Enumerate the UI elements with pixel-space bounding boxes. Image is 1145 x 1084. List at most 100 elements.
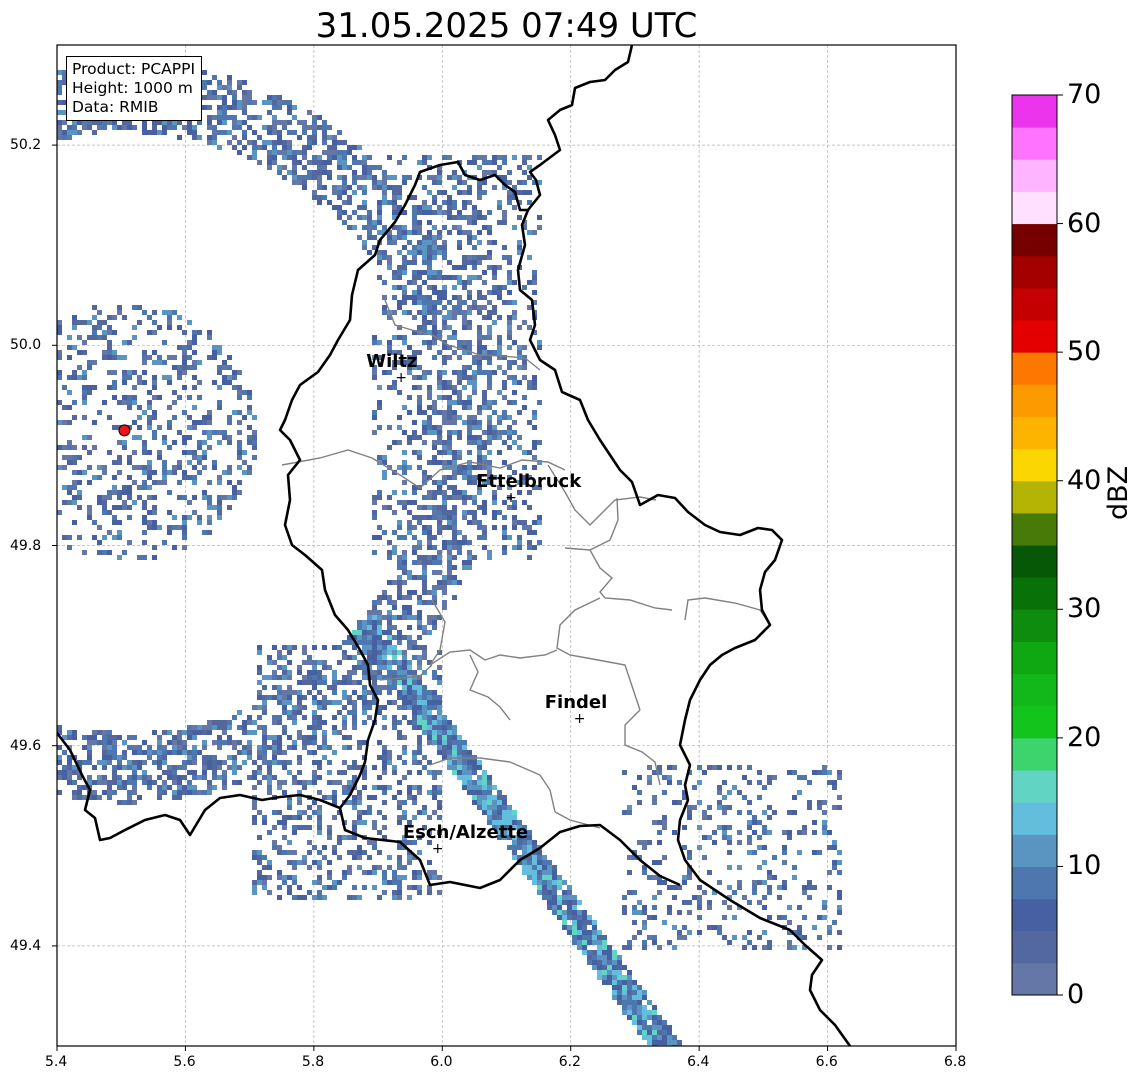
echo-cell — [127, 125, 132, 130]
echo-cell — [582, 910, 587, 915]
echo-cell — [442, 465, 447, 470]
echo-cell — [272, 825, 277, 830]
echo-cell — [202, 70, 207, 75]
echo-cell — [232, 410, 237, 415]
echo-cell — [422, 470, 427, 475]
echo-cell — [392, 765, 397, 770]
echo-cell — [182, 535, 187, 540]
echo-cell — [442, 320, 447, 325]
echo-cell — [467, 760, 472, 765]
echo-cell — [427, 220, 432, 225]
echo-cell — [337, 210, 342, 215]
echo-cell — [687, 815, 692, 820]
echo-cell — [102, 495, 107, 500]
echo-cell — [682, 880, 687, 885]
echo-cell — [297, 815, 302, 820]
echo-cell — [472, 475, 477, 480]
echo-cell — [412, 785, 417, 790]
echo-cell — [482, 440, 487, 445]
echo-cell — [487, 385, 492, 390]
echo-cell — [427, 695, 432, 700]
echo-cell — [382, 660, 387, 665]
echo-cell — [702, 810, 707, 815]
echo-cell — [522, 365, 527, 370]
echo-cell — [297, 175, 302, 180]
echo-cell — [87, 740, 92, 745]
echo-cell — [282, 140, 287, 145]
echo-cell — [512, 515, 517, 520]
echo-cell — [397, 670, 402, 675]
echo-cell — [832, 840, 837, 845]
echo-cell — [357, 660, 362, 665]
echo-cell — [247, 740, 252, 745]
echo-cell — [262, 820, 267, 825]
echo-cell — [152, 415, 157, 420]
echo-cell — [487, 315, 492, 320]
echo-cell — [482, 430, 487, 435]
echo-cell — [422, 505, 427, 510]
echo-cell — [647, 1025, 652, 1030]
echo-cell — [162, 375, 167, 380]
echo-cell — [92, 335, 97, 340]
echo-cell — [392, 725, 397, 730]
echo-cell — [222, 760, 227, 765]
echo-cell — [482, 225, 487, 230]
echo-cell — [582, 925, 587, 930]
echo-cell — [522, 830, 527, 835]
echo-cell — [402, 480, 407, 485]
echo-cell — [142, 520, 147, 525]
echo-cell — [472, 390, 477, 395]
echo-cell — [437, 425, 442, 430]
echo-cell — [297, 735, 302, 740]
echo-cell — [462, 315, 467, 320]
echo-cell — [812, 925, 817, 930]
echo-cell — [272, 660, 277, 665]
echo-cell — [477, 305, 482, 310]
echo-cell — [787, 940, 792, 945]
echo-cell — [177, 375, 182, 380]
echo-cell — [457, 180, 462, 185]
echo-cell — [442, 440, 447, 445]
echo-cell — [462, 280, 467, 285]
echo-cell — [652, 1025, 657, 1030]
echo-cell — [212, 350, 217, 355]
echo-cell — [382, 170, 387, 175]
echo-cell — [507, 260, 512, 265]
echo-cell — [107, 385, 112, 390]
colorbar-tick-label: 60 — [1067, 207, 1102, 239]
echo-cell — [517, 250, 522, 255]
echo-cell — [312, 670, 317, 675]
echo-cell — [337, 700, 342, 705]
echo-cell — [477, 535, 482, 540]
echo-cell — [687, 930, 692, 935]
city-label: Esch/Alzette — [402, 821, 529, 843]
echo-cell — [447, 575, 452, 580]
echo-cell — [492, 410, 497, 415]
echo-cell — [387, 240, 392, 245]
echo-cell — [517, 410, 522, 415]
echo-cell — [477, 275, 482, 280]
echo-cell — [242, 390, 247, 395]
echo-cell — [432, 425, 437, 430]
echo-cell — [402, 655, 407, 660]
echo-cell — [457, 760, 462, 765]
echo-cell — [677, 930, 682, 935]
echo-cell — [677, 780, 682, 785]
echo-cell — [442, 505, 447, 510]
echo-cell — [547, 905, 552, 910]
echo-cell — [202, 440, 207, 445]
echo-cell — [77, 505, 82, 510]
radar-echoes — [57, 65, 842, 1046]
echo-cell — [627, 1015, 632, 1020]
echo-cell — [352, 850, 357, 855]
echo-cell — [672, 945, 677, 950]
echo-cell — [357, 175, 362, 180]
echo-cell — [367, 215, 372, 220]
echo-cell — [362, 155, 367, 160]
echo-cell — [442, 720, 447, 725]
echo-cell — [282, 880, 287, 885]
echo-cell — [302, 705, 307, 710]
echo-cell — [87, 335, 92, 340]
echo-cell — [382, 200, 387, 205]
echo-cell — [117, 305, 122, 310]
